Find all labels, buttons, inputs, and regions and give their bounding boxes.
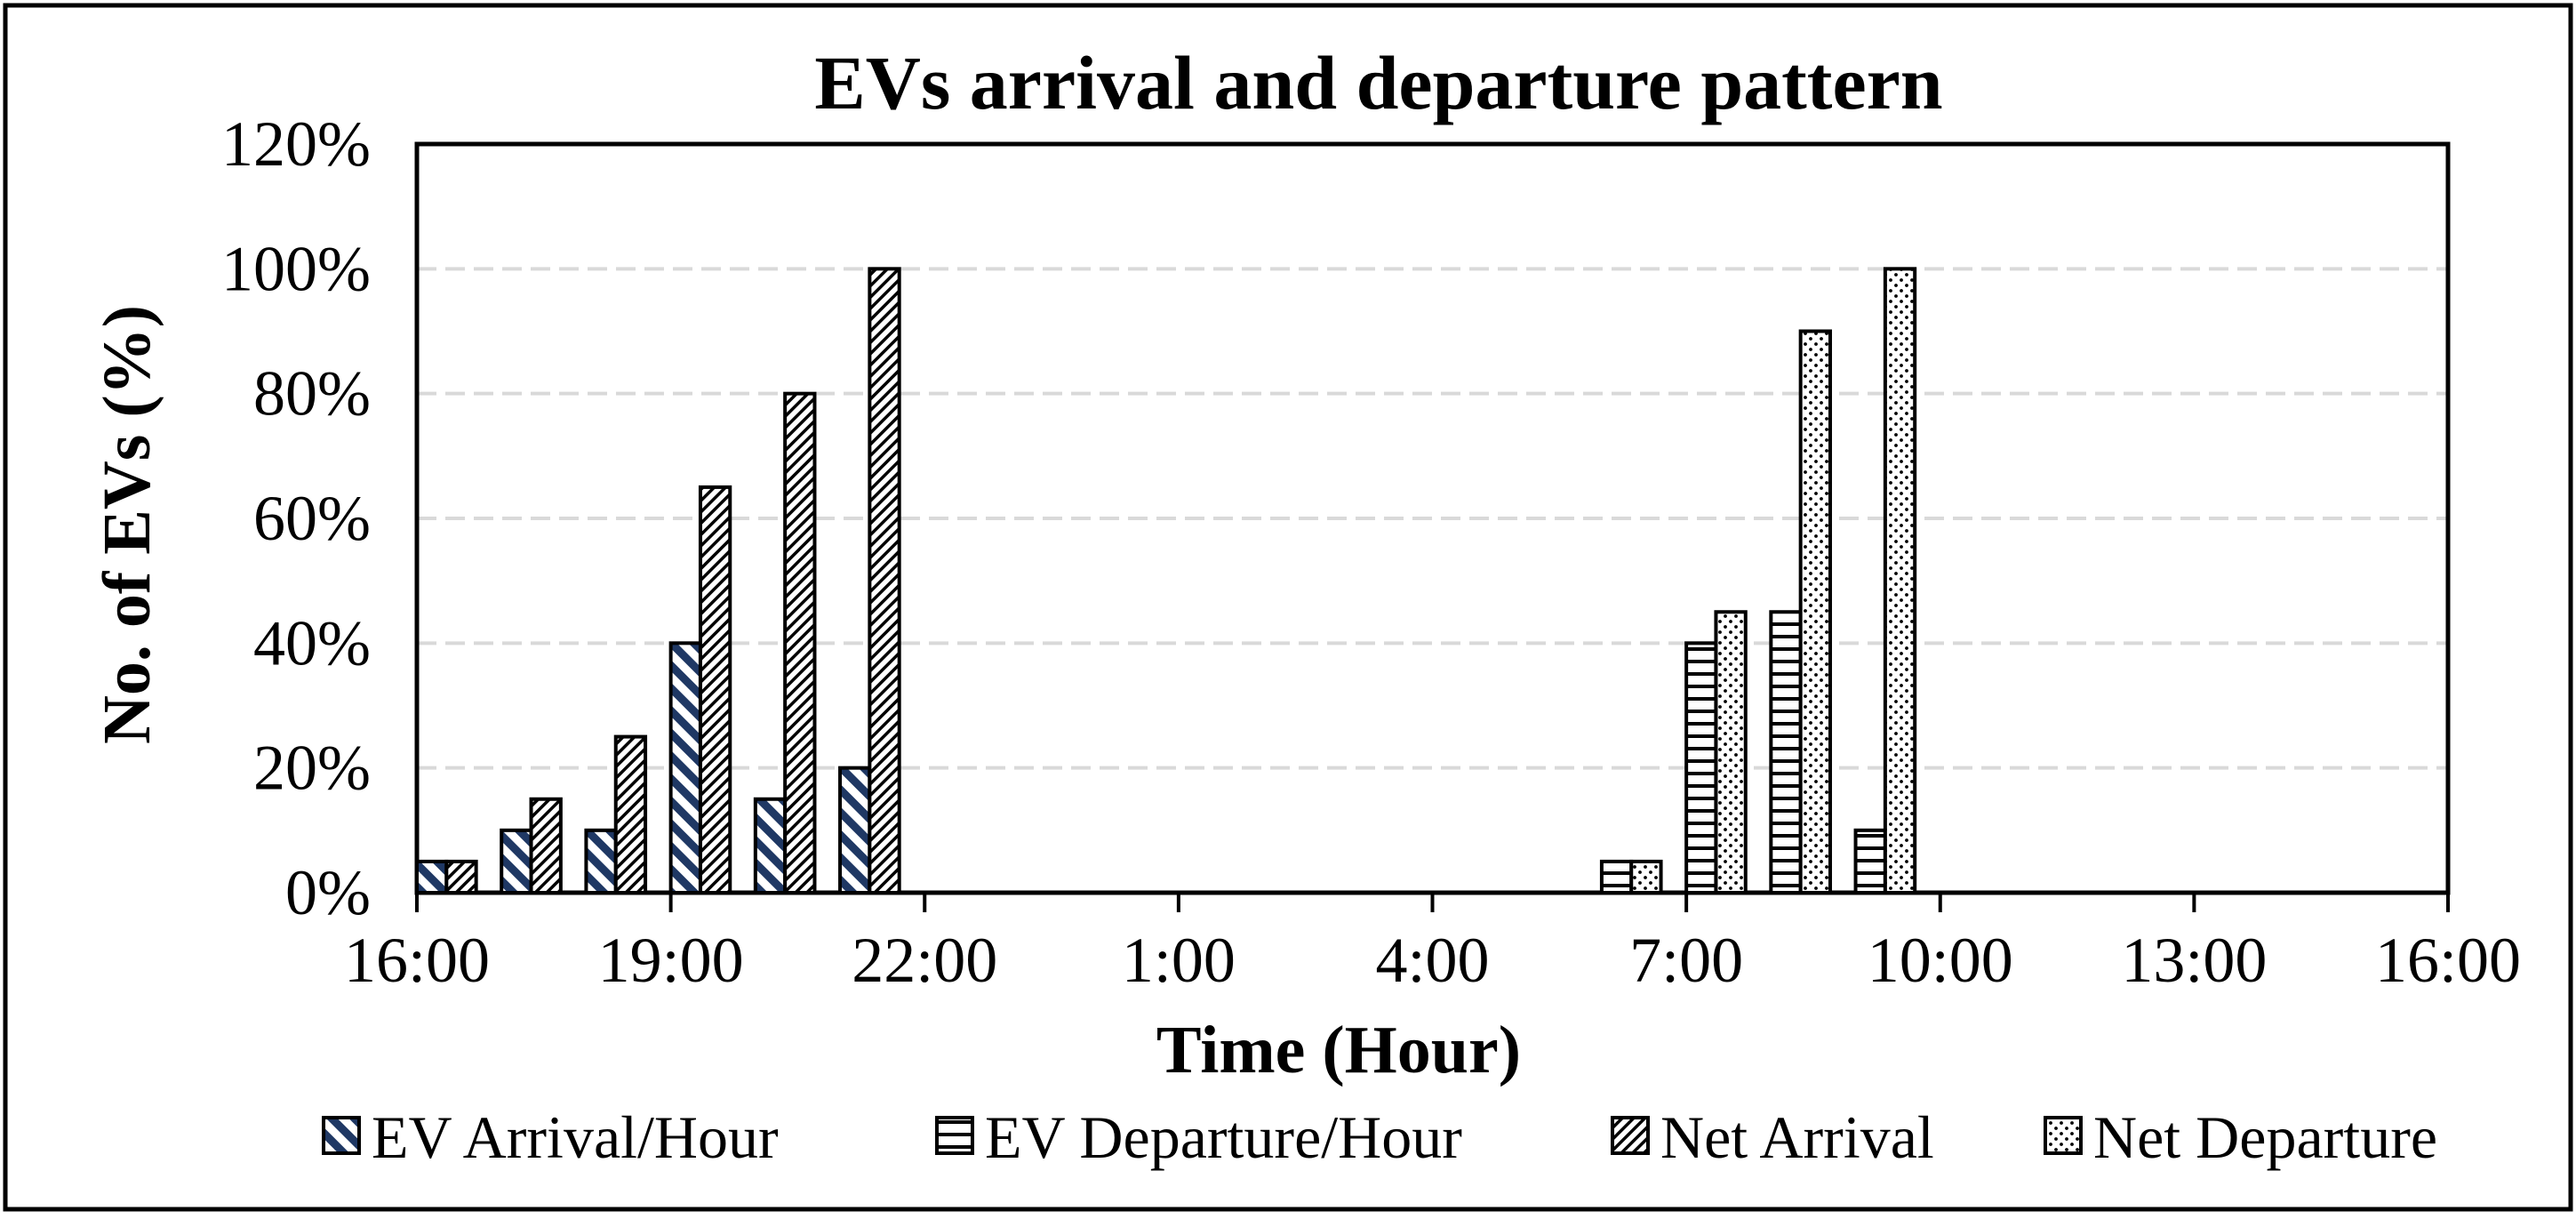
bar-navy-diagonal <box>668 641 702 894</box>
legend-label: EV Arrival/Hour <box>372 1103 779 1171</box>
legend-swatch <box>1611 1116 1650 1155</box>
bar-horizontal-lines <box>1853 828 1887 894</box>
y-axis: 0% 20% 40% 60% 80% 100% 120% <box>221 108 371 928</box>
chart-title: EVs arrival and departure pattern <box>814 40 1942 125</box>
x-tick-label: 1:00 <box>1122 925 1236 996</box>
legend-swatch <box>2044 1116 2083 1155</box>
legend-label: EV Departure/Hour <box>985 1103 1462 1171</box>
x-tick-label: 16:00 <box>2375 925 2521 996</box>
y-tick-label: 60% <box>253 483 371 554</box>
bar-navy-diagonal <box>753 797 788 894</box>
legend-label: Net Arrival <box>1660 1103 1934 1171</box>
y-axis-title: No. of EVs (%) <box>90 305 164 744</box>
bars <box>415 267 1917 895</box>
x-tick-label: 10:00 <box>1868 925 2013 996</box>
x-tick-label: 4:00 <box>1375 925 1489 996</box>
legend-swatch <box>935 1116 974 1155</box>
bar-dots <box>1629 859 1663 895</box>
y-tick-label: 40% <box>253 607 371 678</box>
y-tick-label: 80% <box>253 358 371 429</box>
bar-navy-diagonal <box>584 828 618 894</box>
bar-navy-diagonal <box>838 766 872 895</box>
bar-dots <box>1798 329 1832 894</box>
bar-dots <box>1883 267 1917 895</box>
bar-navy-diagonal <box>415 859 449 895</box>
bar-fine-diagonal <box>444 859 478 895</box>
x-tick-label: 7:00 <box>1629 925 1743 996</box>
legend-swatch <box>322 1116 361 1155</box>
x-axis-title: Time (Hour) <box>1156 1013 1521 1087</box>
y-tick-label: 120% <box>221 108 371 180</box>
x-tick-label: 19:00 <box>598 925 744 996</box>
bar-fine-diagonal <box>783 391 817 894</box>
y-tick-label: 20% <box>253 733 371 804</box>
chart-outer-frame <box>3 3 2573 1212</box>
bar-horizontal-lines <box>1769 610 1803 894</box>
legend-label: Net Departure <box>2093 1103 2437 1171</box>
legend: EV Arrival/Hour EV Departure/Hour Net Arri… <box>322 1103 2437 1171</box>
x-tick-label: 16:00 <box>344 925 490 996</box>
bar-fine-diagonal <box>868 267 901 895</box>
bar-horizontal-lines <box>1684 641 1718 894</box>
y-tick-label: 100% <box>221 233 371 304</box>
x-axis: 16:00 19:00 22:00 1:00 4:00 7:00 10:00 13:00 16:… <box>344 893 2521 996</box>
x-tick-label: 22:00 <box>852 925 997 996</box>
gridlines <box>417 267 2448 770</box>
x-tick-label: 13:00 <box>2121 925 2267 996</box>
bar-horizontal-lines <box>1599 859 1634 895</box>
bar-fine-diagonal <box>529 797 563 894</box>
bar-fine-diagonal <box>698 485 732 895</box>
bar-navy-diagonal <box>500 828 533 894</box>
bar-dots <box>1714 610 1748 894</box>
bar-fine-diagonal <box>613 734 648 894</box>
y-tick-label: 0% <box>285 857 371 928</box>
